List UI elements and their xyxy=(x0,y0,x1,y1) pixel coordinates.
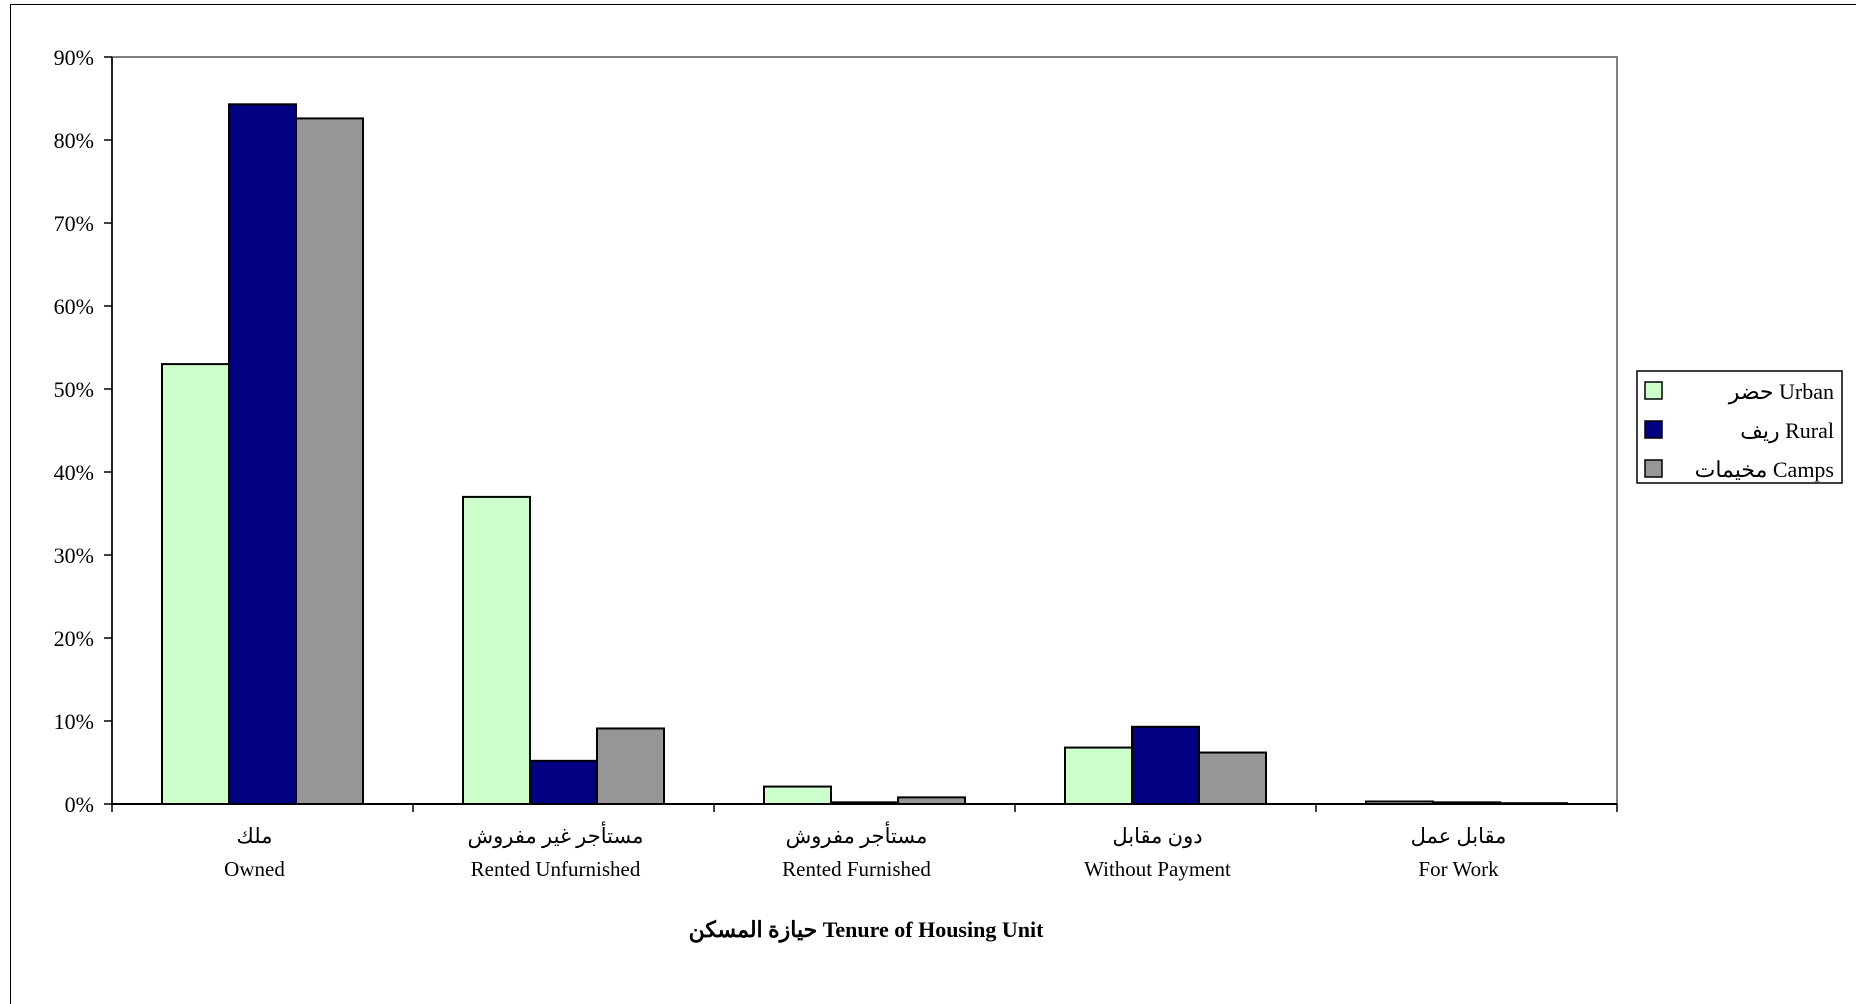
x-axis-title: حيازة المسكن Tenure of Housing Unit xyxy=(689,917,1044,943)
legend-label: مخيمات Camps xyxy=(1695,457,1834,482)
y-tick-label: 90% xyxy=(54,45,94,70)
x-tick-label-ar: مستأجر مفروش xyxy=(786,820,928,849)
x-tick-label-en: Rented Furnished xyxy=(782,857,931,881)
y-tick-label: 0% xyxy=(65,792,94,817)
y-tick-label: 50% xyxy=(54,377,94,402)
bar-urban xyxy=(1064,746,1133,805)
legend-box xyxy=(1636,370,1843,484)
y-tick-label: 10% xyxy=(54,709,94,734)
legend-swatch xyxy=(1644,459,1663,478)
bar-camps xyxy=(596,727,665,805)
y-tick-label: 80% xyxy=(54,128,94,153)
bar-camps xyxy=(295,117,364,806)
x-tick-label-ar: مقابل عمل xyxy=(1411,824,1507,848)
y-axis: 0% 10% 20% 30% 40% 50% 60% 70% 80% 90% xyxy=(54,45,113,817)
chart-frame xyxy=(10,4,1856,1004)
bar-rural xyxy=(1131,725,1200,805)
bars xyxy=(161,103,1568,806)
x-tick-label-ar: ملك xyxy=(237,824,273,848)
y-tick-label: 30% xyxy=(54,543,94,568)
bar-rural xyxy=(228,103,297,805)
x-axis: ملك Owned مستأجر غير مفروش Rented Unfurnish… xyxy=(111,803,1618,881)
legend-label: حضر Urban xyxy=(1728,379,1834,405)
y-tick-label: 20% xyxy=(54,626,94,651)
x-tick-label-en: Owned xyxy=(224,857,285,881)
x-tick-label-en: For Work xyxy=(1418,857,1499,881)
legend-label: ريف Rural xyxy=(1740,418,1834,444)
bar-urban xyxy=(161,363,230,805)
bar-urban xyxy=(462,495,531,805)
x-tick-label-ar: مستأجر غير مفروش xyxy=(468,820,644,849)
legend-swatch xyxy=(1644,420,1663,439)
bar-rural xyxy=(529,759,598,806)
y-tick-label: 40% xyxy=(54,460,94,485)
x-axis-title-ar: حيازة المسكن Tenure of Housing Unit xyxy=(689,917,1044,943)
x-tick-label-en: Without Payment xyxy=(1084,857,1231,881)
y-tick-label: 70% xyxy=(54,211,94,236)
x-tick-label-en: Rented Unfurnished xyxy=(471,857,641,881)
legend: حضر Urban ريف Rural مخيمات Camps xyxy=(1636,370,1843,484)
bar-urban xyxy=(763,785,832,806)
x-tick-label-ar: دون مقابل xyxy=(1112,824,1202,849)
legend-swatch xyxy=(1644,381,1663,400)
bar-camps xyxy=(1198,751,1267,805)
y-tick-label: 60% xyxy=(54,294,94,319)
